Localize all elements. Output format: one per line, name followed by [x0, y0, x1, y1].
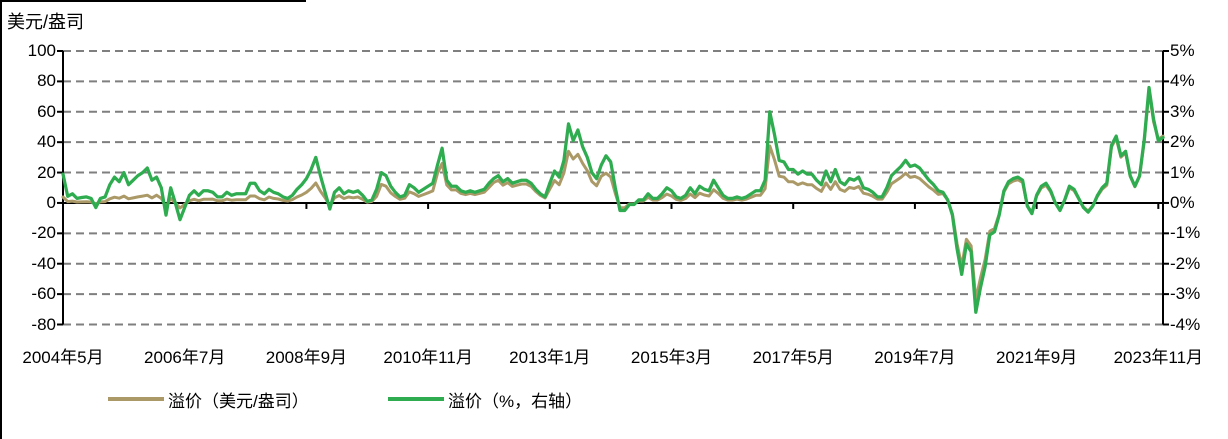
x-axis-tick-label: 2015年3月	[630, 348, 713, 367]
left-axis-tick-label: -40	[31, 253, 56, 273]
legend: 溢价（美元/盎司） 溢价（%，右轴）	[0, 386, 1228, 412]
legend-label-pct: 溢价（%，右轴）	[448, 391, 583, 411]
x-axis-tick-label: 2023年11月	[1113, 348, 1204, 367]
left-axis-tick-label: 0	[46, 192, 56, 212]
right-axis-tick-label: 1%	[1170, 162, 1195, 182]
x-axis-tick-label: 2021年9月	[995, 348, 1078, 367]
x-axis-tick-label: 2010年11月	[383, 348, 473, 367]
legend-item-usd: 溢价（美元/盎司）	[108, 386, 309, 412]
left-axis-tick-label: -60	[31, 284, 56, 304]
legend-label-usd: 溢价（美元/盎司）	[168, 391, 309, 411]
left-axis-tick-label: 60	[37, 101, 56, 121]
legend-line-pct-icon	[388, 397, 444, 401]
right-axis-tick-label: 4%	[1170, 71, 1195, 91]
left-axis-tick-label: 20	[37, 162, 56, 182]
series-line-pct	[61, 85, 1165, 314]
right-axis-tick-label: 5%	[1170, 41, 1195, 60]
series-line-usd	[61, 89, 1165, 302]
page-left-border	[0, 0, 2, 439]
legend-line-usd-icon	[108, 397, 164, 401]
left-axis-tick-label: -20	[31, 223, 56, 243]
right-axis-tick-label: -1%	[1170, 223, 1201, 243]
x-axis-tick-label: 2019年7月	[874, 348, 956, 367]
right-axis-tick-label: 3%	[1170, 101, 1195, 121]
legend-item-pct: 溢价（%，右轴）	[388, 386, 582, 412]
right-axis-tick-label: 2%	[1170, 132, 1195, 152]
right-axis-tick-label: -3%	[1170, 284, 1201, 304]
x-axis-tick-label: 2017年5月	[752, 348, 834, 367]
x-axis-tick-label: 2008年9月	[265, 348, 348, 367]
left-axis-title: 美元/盎司	[7, 12, 85, 32]
page-top-border	[0, 0, 306, 2]
right-axis-tick-label: -2%	[1170, 253, 1201, 273]
x-axis-tick-label: 2013年1月	[509, 348, 591, 367]
right-axis-tick-label: 0%	[1170, 192, 1195, 212]
right-axis-tick-label: -4%	[1170, 314, 1201, 334]
x-axis-tick-label: 2006年7月	[144, 348, 226, 367]
left-axis-tick-label: 80	[37, 71, 56, 91]
left-axis-tick-label: -80	[31, 314, 56, 334]
left-axis-tick-label: 40	[37, 132, 56, 152]
left-axis-tick-label: 100	[27, 41, 56, 60]
x-axis-tick-label: 2004年5月	[22, 348, 104, 367]
